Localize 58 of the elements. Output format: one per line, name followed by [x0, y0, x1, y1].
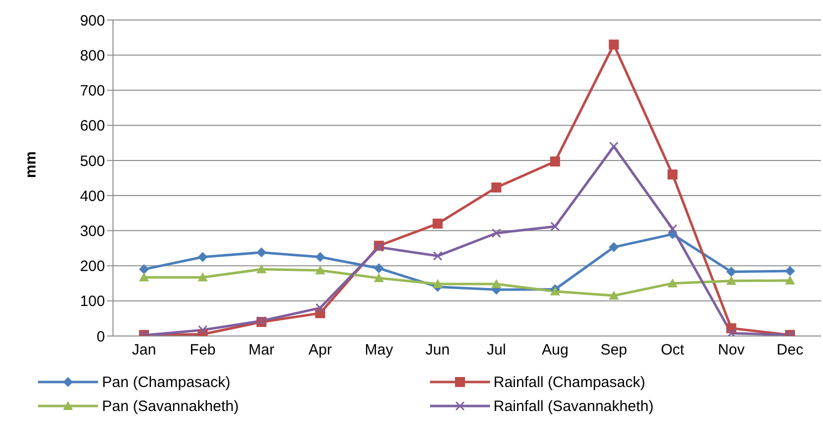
- x-tick-label: Aug: [542, 342, 568, 359]
- point: [668, 169, 678, 180]
- y-tick-label: 300: [80, 222, 105, 240]
- x-tick-label: Jul: [486, 342, 506, 359]
- point: [256, 247, 266, 258]
- point: [315, 303, 325, 313]
- x-tick-label: Jan: [132, 342, 156, 359]
- y-tick-label: 500: [80, 152, 105, 170]
- point: [315, 252, 326, 262]
- point: [668, 224, 678, 234]
- point: [374, 273, 384, 282]
- point: [550, 222, 560, 232]
- y-tick-label: 900: [80, 12, 105, 30]
- legend-label: Rainfall (Champasack): [494, 374, 646, 390]
- point: [139, 272, 149, 282]
- legend-label: Pan (Savannakheth): [102, 398, 239, 414]
- point: [374, 263, 384, 274]
- point: [198, 252, 208, 262]
- y-tick-label: 600: [80, 118, 105, 135]
- point: [492, 228, 502, 238]
- point: [491, 279, 502, 288]
- point: [432, 279, 443, 288]
- point: [198, 272, 208, 282]
- x-tick-label: Mar: [248, 342, 274, 359]
- point: [432, 218, 443, 229]
- point: [139, 264, 149, 274]
- point: [608, 290, 619, 300]
- legend-label: Rainfall (Savannakheth): [494, 398, 654, 414]
- y-tick-label: 400: [80, 188, 105, 205]
- x-tick-label: Oct: [660, 342, 686, 359]
- y-tick-label: 200: [80, 258, 105, 276]
- legend-label: Pan (Champasack): [102, 374, 230, 390]
- y-tick-label: 100: [80, 293, 105, 310]
- point: [726, 266, 736, 277]
- point: [726, 328, 736, 336]
- point: [550, 156, 560, 166]
- x-tick-label: Apr: [308, 342, 332, 359]
- x-tick-label: Sep: [600, 342, 628, 359]
- x-tick-label: Jun: [426, 342, 450, 359]
- point: [785, 276, 795, 285]
- x-tick-label: Feb: [190, 342, 216, 359]
- point: [726, 276, 736, 285]
- y-axis-title: mm: [22, 151, 40, 178]
- point: [315, 265, 326, 274]
- point: [608, 242, 619, 252]
- x-tick-label: May: [364, 342, 394, 359]
- point: [256, 264, 266, 274]
- point: [432, 251, 442, 261]
- point: [198, 325, 208, 335]
- y-tick-label: 0: [96, 328, 105, 346]
- point: [491, 182, 502, 192]
- y-tick-label: 800: [80, 47, 105, 64]
- point: [608, 40, 619, 50]
- x-tick-label: Dec: [776, 342, 804, 359]
- point: [668, 278, 678, 288]
- x-tick-label: Nov: [718, 342, 746, 359]
- y-tick-label: 700: [80, 82, 105, 100]
- point: [785, 266, 795, 276]
